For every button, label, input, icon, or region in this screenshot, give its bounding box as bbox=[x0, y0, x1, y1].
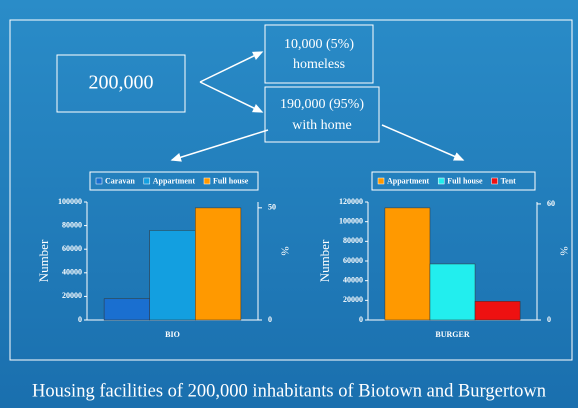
legend-swatch bbox=[203, 177, 211, 185]
y-tick-label: 40000 bbox=[343, 275, 363, 284]
home-label: with home bbox=[292, 118, 352, 133]
homeless-box bbox=[264, 24, 374, 84]
x-tick-label: BIO bbox=[165, 330, 180, 339]
y2-label: % bbox=[557, 246, 569, 255]
legend-swatch bbox=[377, 177, 385, 185]
y-tick-label: 40000 bbox=[62, 268, 82, 277]
y-tick-label: 80000 bbox=[343, 236, 363, 245]
bar bbox=[195, 207, 242, 321]
homeless-count: 10,000 (5%) bbox=[284, 37, 354, 52]
bar bbox=[149, 230, 196, 321]
legend-swatch bbox=[95, 177, 103, 185]
bar bbox=[474, 301, 521, 321]
y-tick-label: 80000 bbox=[62, 220, 82, 229]
homeless-label: homeless bbox=[293, 57, 345, 72]
caption: Housing facilities of 200,000 inhabitant… bbox=[32, 381, 546, 401]
legend-label: Caravan bbox=[105, 176, 135, 185]
y2-tick-label: 0 bbox=[268, 315, 272, 324]
bar bbox=[103, 298, 150, 321]
legend-label: Tent bbox=[501, 176, 517, 185]
y-tick-label: 60000 bbox=[343, 256, 363, 265]
home-count: 190,000 (95%) bbox=[280, 97, 364, 112]
total-box bbox=[56, 54, 186, 113]
y2-tick-label: 60 bbox=[547, 199, 555, 208]
legend-label: Appartment bbox=[387, 176, 430, 185]
y-label: Number bbox=[317, 239, 332, 282]
legend-label: Full house bbox=[447, 176, 483, 185]
y2-tick-label: 50 bbox=[268, 203, 276, 212]
y2-label: % bbox=[278, 246, 290, 255]
y-label: Number bbox=[36, 239, 51, 282]
y-tick-label: 60000 bbox=[62, 244, 82, 253]
y-tick-label: 20000 bbox=[62, 291, 82, 300]
y-tick-label: 0 bbox=[359, 315, 363, 324]
legend-label: Appartment bbox=[153, 176, 196, 185]
panel bbox=[9, 19, 573, 361]
bar bbox=[384, 207, 431, 321]
x-tick-label: BURGER bbox=[435, 330, 469, 339]
total: 200,000 bbox=[89, 72, 154, 94]
legend-box bbox=[89, 171, 259, 191]
legend-swatch bbox=[491, 177, 498, 185]
y-tick-label: 20000 bbox=[343, 295, 363, 304]
y-tick-label: 120000 bbox=[339, 197, 363, 206]
arrows bbox=[170, 51, 465, 162]
y-tick-label: 0 bbox=[78, 315, 82, 324]
y2-tick-label: 0 bbox=[547, 315, 551, 324]
y-tick-label: 100000 bbox=[339, 216, 363, 225]
bar bbox=[429, 263, 476, 321]
legend-swatch bbox=[143, 177, 151, 185]
legend-label: Full house bbox=[213, 176, 249, 185]
y-tick-label: 100000 bbox=[58, 197, 82, 206]
home-box bbox=[264, 86, 380, 143]
legend-swatch bbox=[437, 177, 445, 185]
legend-box bbox=[371, 171, 536, 191]
